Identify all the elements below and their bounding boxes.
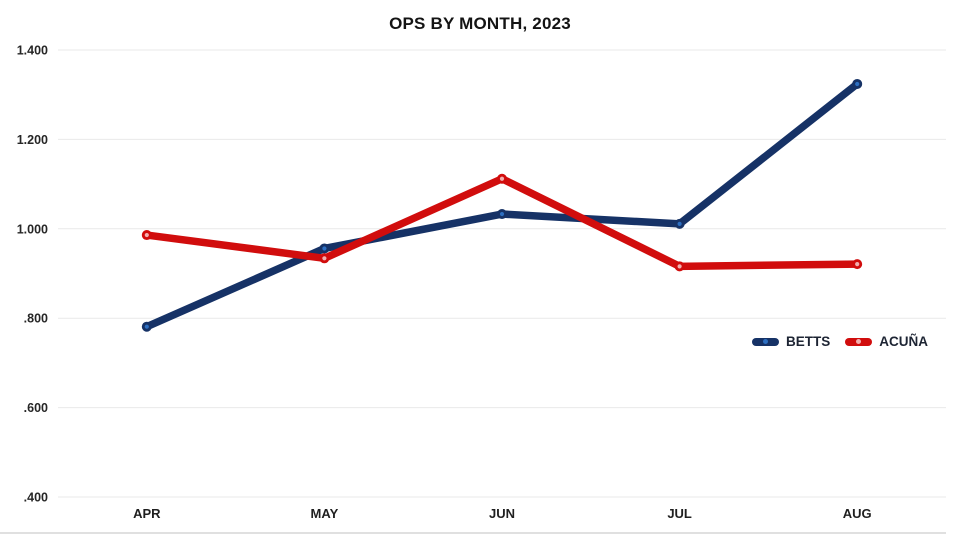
series-line-betts: [143, 80, 861, 331]
legend-swatch-dot: [856, 339, 862, 344]
data-point-marker-dot: [499, 176, 505, 181]
data-point-marker-dot: [677, 221, 682, 226]
y-axis-tick-label: 1.000: [17, 222, 48, 236]
x-axis-category-label: AUG: [843, 506, 872, 521]
data-point-marker-dot: [144, 232, 149, 238]
legend-label: BETTS: [786, 334, 831, 349]
y-axis-tick-label: 1.200: [17, 133, 48, 147]
chart-title: OPS BY MONTH, 2023: [389, 14, 571, 33]
data-point-marker-dot: [855, 81, 860, 87]
y-axis-tick-label: .600: [24, 401, 48, 415]
x-axis-category-label: JUN: [489, 506, 515, 521]
legend-swatch-betts: [752, 337, 779, 346]
data-point-marker-dot: [499, 211, 505, 217]
y-axis-tick-label: .400: [24, 491, 48, 505]
data-point-marker-dot: [855, 262, 860, 267]
x-axis-category-label: APR: [133, 506, 161, 521]
data-point-marker-dot: [677, 264, 682, 269]
legend-item-acuña: ACUÑA: [845, 334, 928, 349]
legend-item-betts: BETTS: [752, 334, 830, 349]
data-point-marker-dot: [322, 256, 327, 261]
x-axis-category-label: JUL: [667, 506, 692, 521]
legend: BETTS ACUÑA: [752, 334, 928, 349]
y-axis-tick-label: .800: [24, 312, 48, 326]
x-axis-category-label: MAY: [311, 506, 339, 521]
legend-swatch-dot: [763, 339, 768, 344]
legend-label: ACUÑA: [879, 334, 929, 349]
data-point-marker-dot: [144, 324, 149, 329]
series-line-acuña: [143, 174, 861, 271]
legend-swatch-acuña: [845, 337, 873, 346]
y-axis-tick-label: 1.400: [17, 44, 48, 58]
data-point-marker-dot: [322, 246, 327, 251]
